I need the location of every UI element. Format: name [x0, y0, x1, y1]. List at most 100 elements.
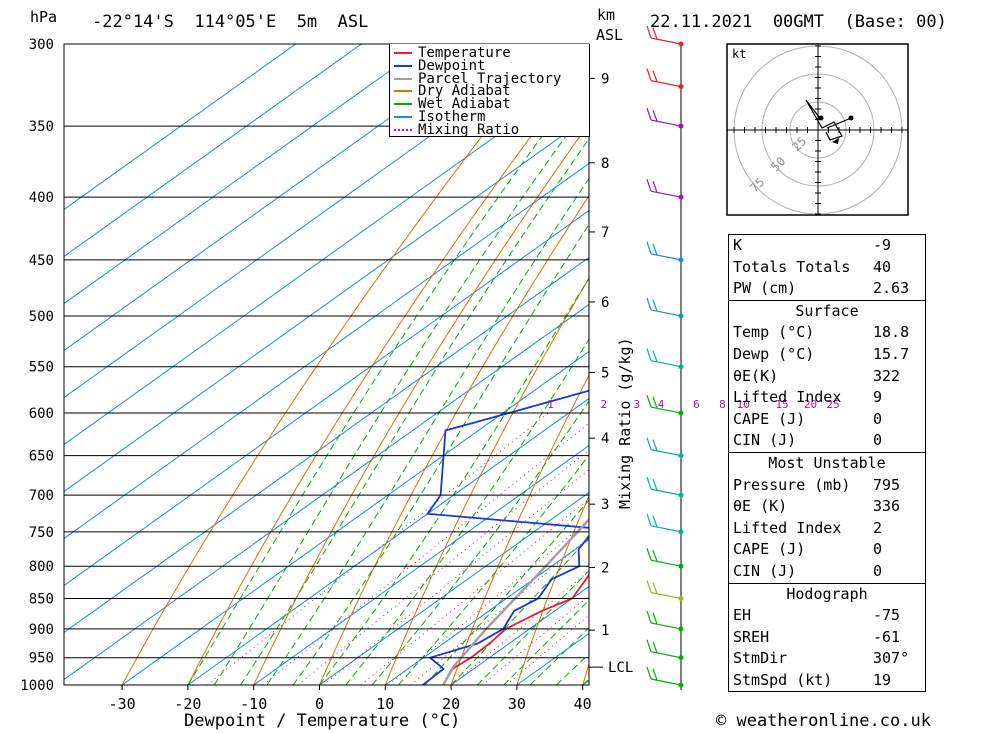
index-row: Temp (°C) 18.8: [729, 322, 925, 344]
wind-barb-flag: [646, 437, 652, 450]
dry-adiabat-line: [319, 194, 589, 685]
wind-barb-flag: [652, 439, 658, 451]
wind-barb-flag: [652, 180, 658, 193]
index-value: 2: [873, 518, 883, 537]
wind-barb: [650, 525, 682, 533]
index-value: 0: [873, 431, 883, 450]
storm-motion-point: [848, 115, 854, 121]
index-row: Lifted Index 2: [729, 518, 925, 540]
isotherm-line: [319, 491, 589, 685]
index-key: Pressure (mb): [733, 475, 851, 494]
wind-barb: [650, 449, 682, 457]
isotherm-line: [187, 397, 589, 685]
km-tick-label: 2: [601, 561, 609, 577]
wind-barb-flag: [652, 612, 658, 625]
surface-title: Surface: [795, 301, 859, 320]
dry-adiabat-line: [978, 44, 1000, 685]
wind-barb-flag: [646, 666, 652, 680]
index-row: θE(K) 322: [729, 366, 925, 388]
wind-barb-flag: [652, 109, 658, 122]
legend-label: Dewpoint: [418, 57, 486, 74]
isotherm-line: [64, 303, 589, 681]
km-tick-label: 4: [601, 431, 609, 447]
index-row: CAPE (J) 0: [729, 409, 925, 431]
legend-swatch: [394, 77, 412, 80]
pressure-tick-label: 750: [29, 525, 54, 541]
legend-swatch: [394, 90, 412, 93]
index-value: 0: [873, 409, 883, 428]
legend-swatch: [394, 116, 412, 118]
wet-adiabat-line: [319, 277, 589, 685]
pressure-tick-label: 800: [29, 559, 54, 575]
wind-barb: [650, 37, 682, 45]
index-value: 40: [873, 257, 892, 276]
legend-swatch: [394, 128, 412, 131]
index-row: Totals Totals 40: [729, 257, 925, 279]
wind-barb: [650, 488, 682, 496]
x-tick-label: 40: [574, 695, 592, 713]
index-value: 15.7: [873, 344, 910, 363]
wet-adiabat-line: [240, 138, 589, 685]
index-value: -9: [873, 236, 892, 254]
index-row: Pressure (mb) 795: [729, 475, 925, 497]
isotherm-line: [64, 115, 589, 493]
indices-top: K -9 Totals Totals 40 PW (cm) 2.63: [728, 234, 926, 300]
index-row: StmDir 307°: [729, 648, 925, 670]
pressure-tick-label: 900: [29, 622, 54, 638]
index-value: 307°: [873, 649, 910, 668]
index-value: 336: [873, 497, 901, 516]
pressure-tick-label: 600: [29, 406, 54, 422]
wind-barb-flag: [652, 668, 658, 681]
index-key: K: [733, 236, 743, 254]
index-value: -75: [873, 606, 901, 625]
wind-barb-flag: [646, 580, 652, 593]
isotherm-line: [64, 44, 428, 305]
dewpoint-series: [422, 389, 589, 685]
parcel-trajectory-series: [442, 517, 589, 685]
km-tick-label: 3: [601, 497, 609, 513]
wind-barb-flag: [646, 610, 652, 624]
wind-barb: [650, 651, 682, 659]
mixing-ratio-label: 1: [547, 398, 554, 411]
index-row: Lifted Index 9: [729, 387, 925, 409]
pressure-tick-label: 1000: [20, 678, 54, 694]
pressure-tick-label: 950: [29, 651, 54, 667]
pressure-tick-label: 500: [29, 309, 54, 325]
mixing-ratio-label: 2: [601, 398, 608, 411]
mixing-ratio-label: 25: [826, 398, 839, 411]
x-tick-label: -20: [174, 695, 201, 713]
x-tick-label: 20: [442, 695, 460, 713]
wind-barb-flag: [652, 478, 658, 491]
hodograph-arrow: [832, 138, 839, 144]
legend-item: Parcel Trajectory: [394, 72, 561, 86]
isotherm-line: [64, 44, 494, 352]
km-tick-label: 6: [601, 295, 609, 311]
wet-adiabat-line: [187, 72, 589, 685]
km-label: km: [597, 6, 616, 24]
legend-swatch: [394, 64, 412, 67]
wind-barb-flag: [652, 641, 658, 653]
isotherm-line: [64, 162, 589, 540]
mixing-ratio-line: [360, 498, 589, 685]
wind-barb-flag: [646, 639, 652, 652]
wind-barb: [650, 190, 682, 198]
copyright-link[interactable]: © weatheronline.co.uk: [716, 711, 931, 731]
mixing-ratio-axis-title: Mixing Ratio (g/kg): [616, 337, 634, 509]
wind-barb-flag: [652, 396, 658, 409]
wind-barb-flag: [652, 582, 658, 594]
wind-barb: [650, 622, 682, 630]
index-key: Lifted Index: [733, 518, 842, 537]
km-tick-label: 9: [601, 71, 609, 87]
isotherm-line: [253, 444, 589, 685]
wind-barb-flag: [646, 394, 652, 408]
index-row: StmSpd (kt) 19: [729, 670, 925, 692]
isotherm-line: [64, 68, 589, 446]
index-key: Temp (°C): [733, 323, 815, 342]
wind-barb: [650, 591, 682, 600]
wind-barb-flag: [646, 25, 652, 39]
index-key: CAPE (J): [733, 540, 806, 559]
index-key: StmSpd (kt): [733, 670, 833, 689]
wind-barb: [650, 360, 682, 368]
wind-barb-flag: [646, 348, 652, 361]
